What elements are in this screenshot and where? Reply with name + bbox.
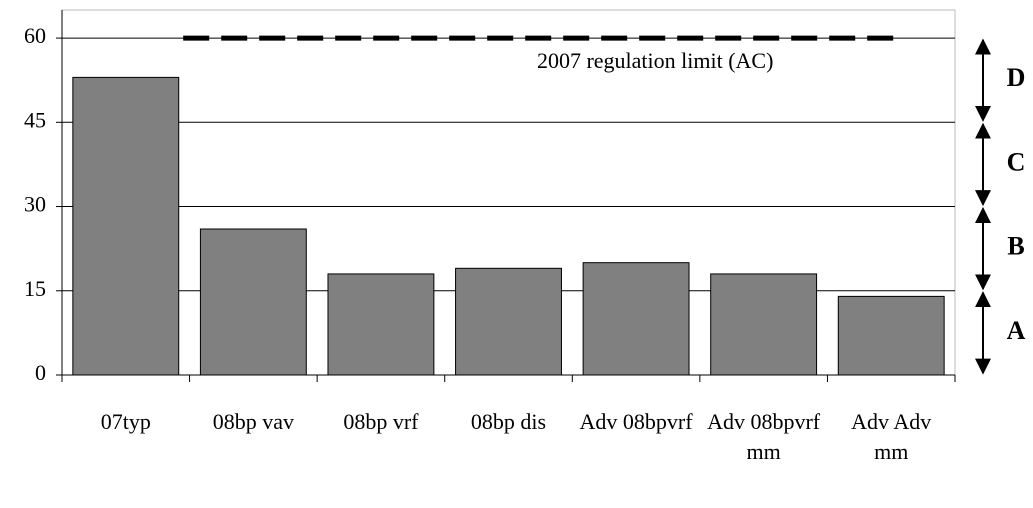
reference-label: 2007 regulation limit (AC) <box>537 48 773 73</box>
band-label: D <box>1007 63 1026 92</box>
x-tick-label: Adv 08bpvrf mm <box>707 409 821 464</box>
x-tick-label: Adv 08bpvrf <box>579 409 693 434</box>
band-label: A <box>1007 316 1026 345</box>
bar <box>582 262 690 376</box>
x-tick-label: 08bp vrf <box>343 409 419 434</box>
y-tick-label: 15 <box>24 276 46 301</box>
x-tick-label: 08bp vav <box>212 409 294 434</box>
x-tick-label: 08bp dis <box>470 409 547 434</box>
bar <box>199 228 307 376</box>
band-label: C <box>1007 147 1026 176</box>
bar <box>455 267 562 376</box>
bar <box>837 295 945 376</box>
bar <box>327 273 435 376</box>
y-tick-label: 45 <box>24 107 46 132</box>
band-label: B <box>1007 232 1024 261</box>
x-tick-label: Adv Adv mm <box>851 409 932 464</box>
x-tick-label: 07typ <box>100 409 151 434</box>
y-tick-label: 60 <box>24 23 46 48</box>
bar <box>710 273 818 376</box>
bar <box>72 76 180 376</box>
y-tick-label: 30 <box>24 192 46 217</box>
y-tick-label: 0 <box>35 360 46 385</box>
